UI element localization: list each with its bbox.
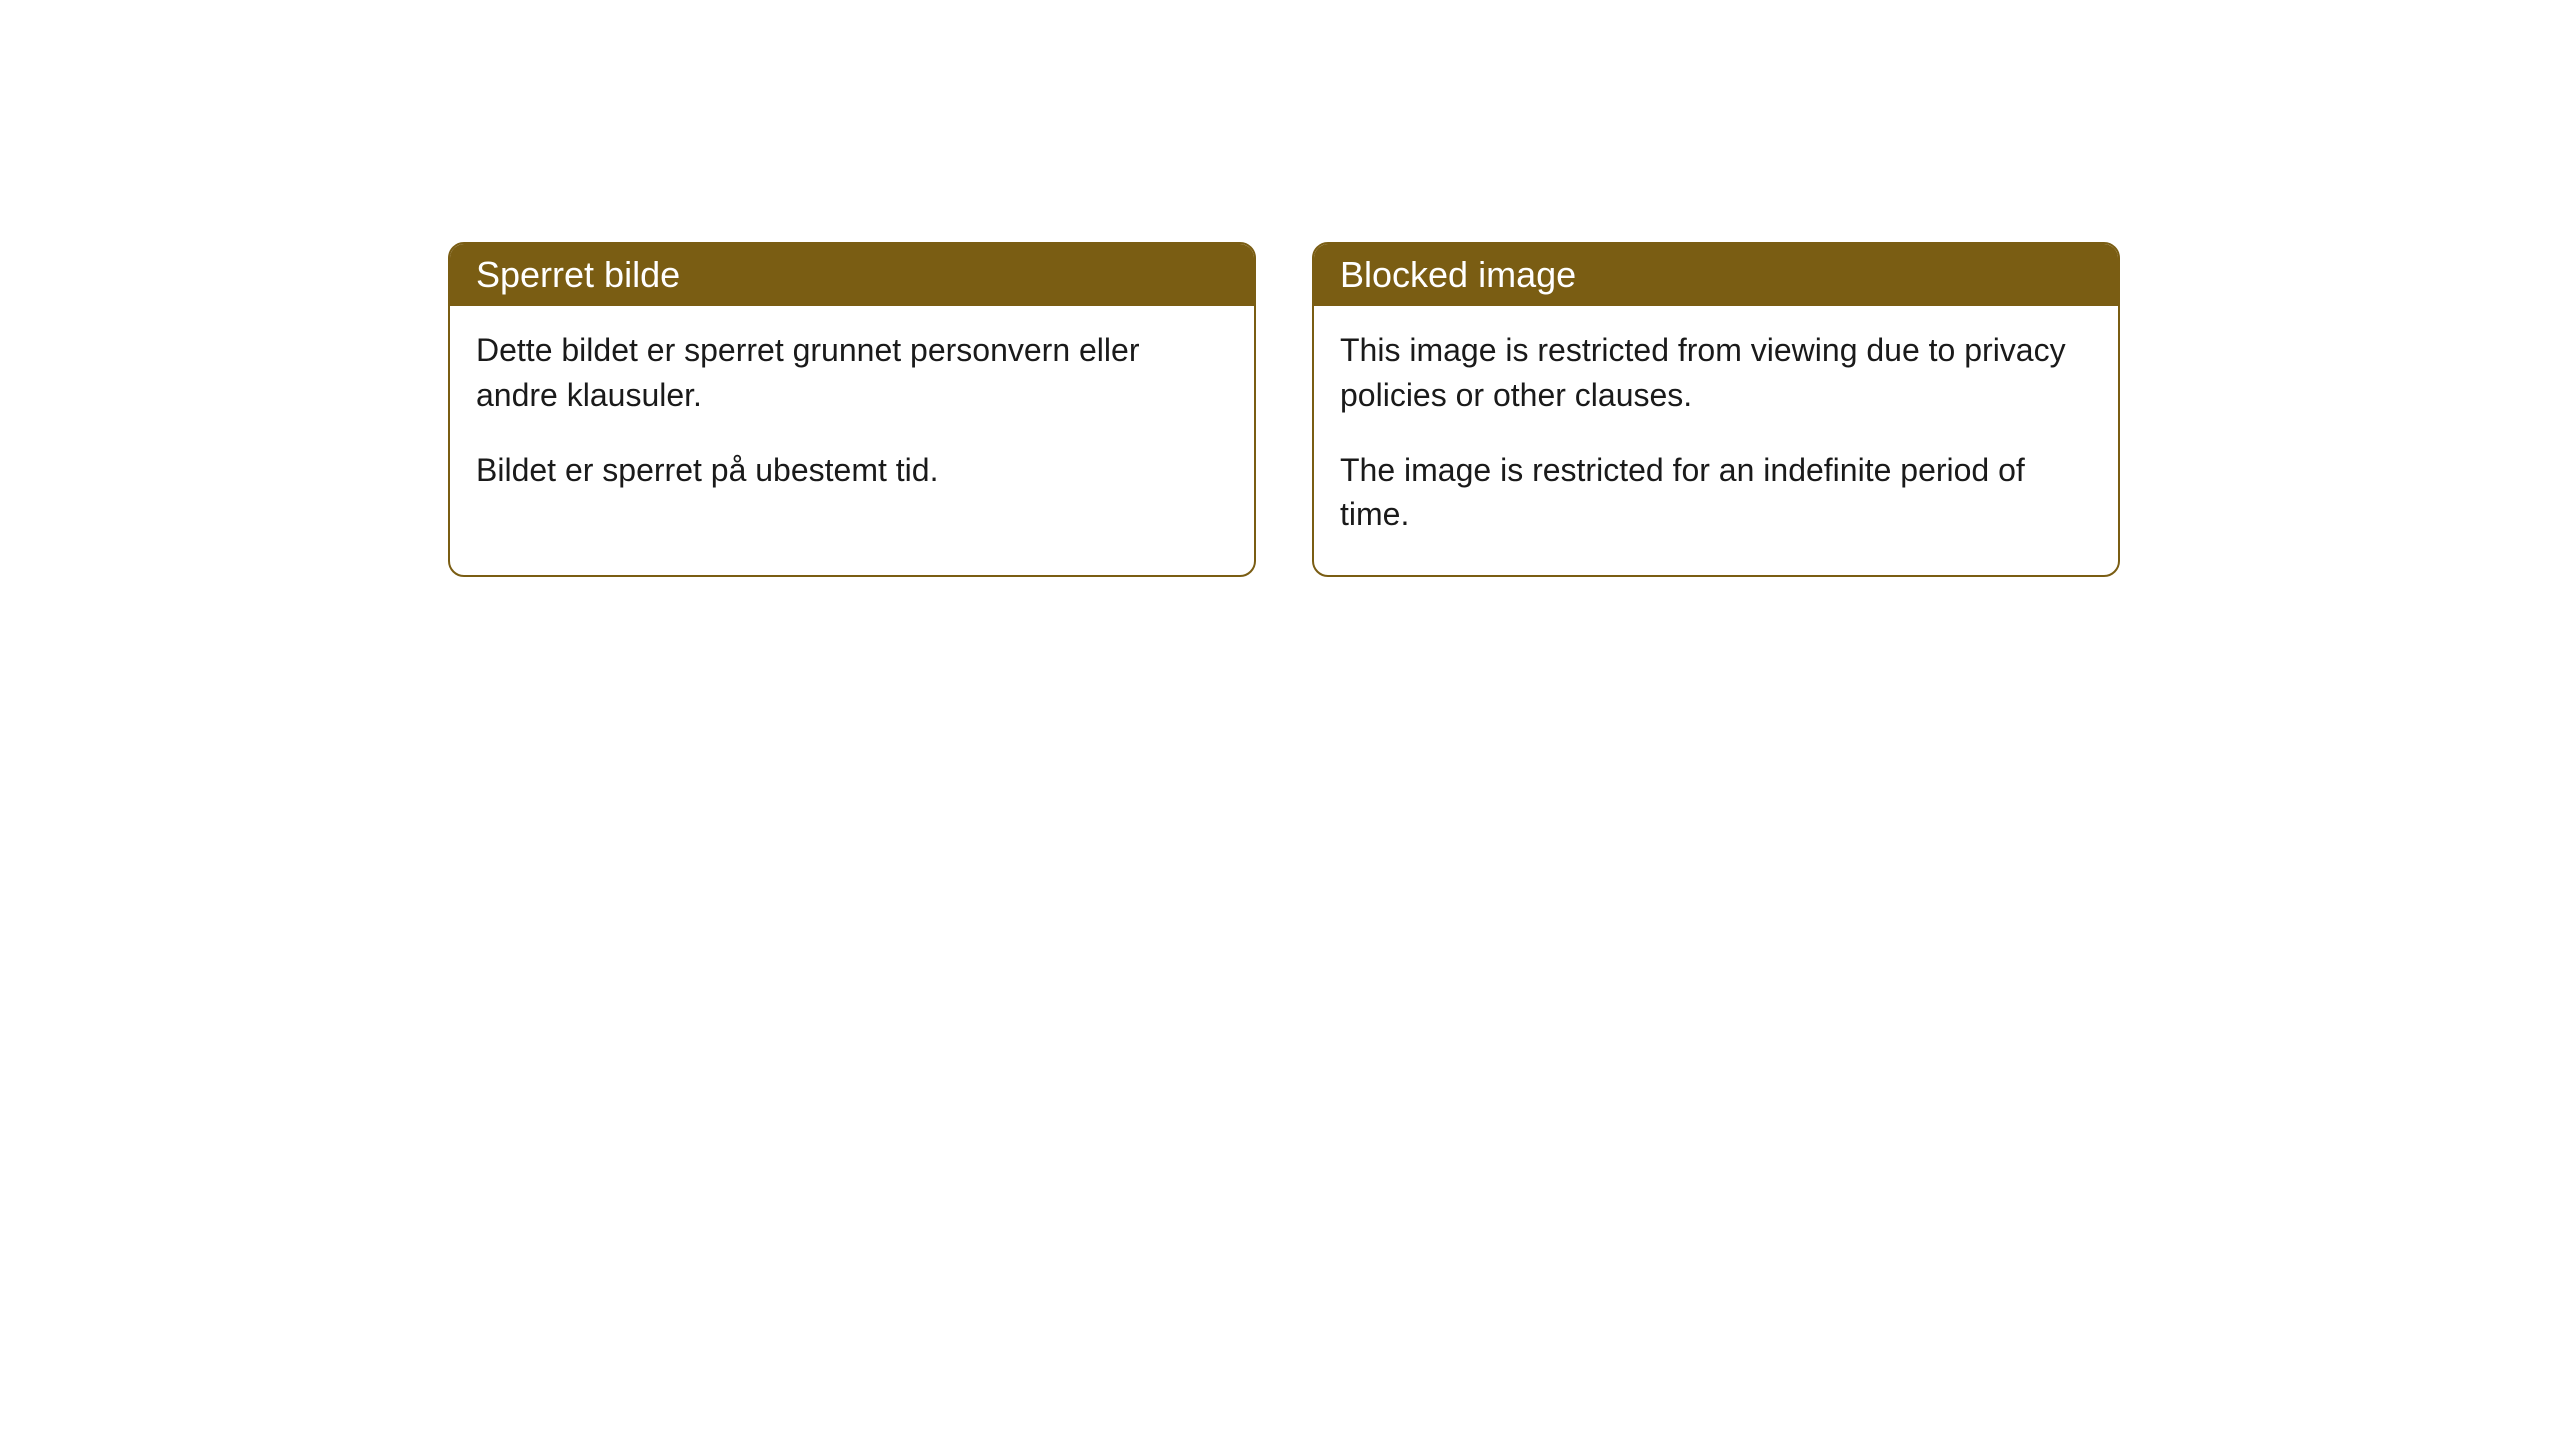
card-paragraph-2-english: The image is restricted for an indefinit… bbox=[1340, 448, 2092, 538]
cards-container: Sperret bilde Dette bildet er sperret gr… bbox=[448, 242, 2120, 577]
card-paragraph-1-norwegian: Dette bildet er sperret grunnet personve… bbox=[476, 328, 1228, 418]
card-header-english: Blocked image bbox=[1314, 244, 2118, 306]
card-norwegian: Sperret bilde Dette bildet er sperret gr… bbox=[448, 242, 1256, 577]
card-body-norwegian: Dette bildet er sperret grunnet personve… bbox=[450, 306, 1254, 530]
card-body-english: This image is restricted from viewing du… bbox=[1314, 306, 2118, 575]
card-title-english: Blocked image bbox=[1340, 254, 1576, 295]
card-english: Blocked image This image is restricted f… bbox=[1312, 242, 2120, 577]
card-paragraph-2-norwegian: Bildet er sperret på ubestemt tid. bbox=[476, 448, 1228, 493]
card-title-norwegian: Sperret bilde bbox=[476, 254, 680, 295]
card-paragraph-1-english: This image is restricted from viewing du… bbox=[1340, 328, 2092, 418]
card-header-norwegian: Sperret bilde bbox=[450, 244, 1254, 306]
